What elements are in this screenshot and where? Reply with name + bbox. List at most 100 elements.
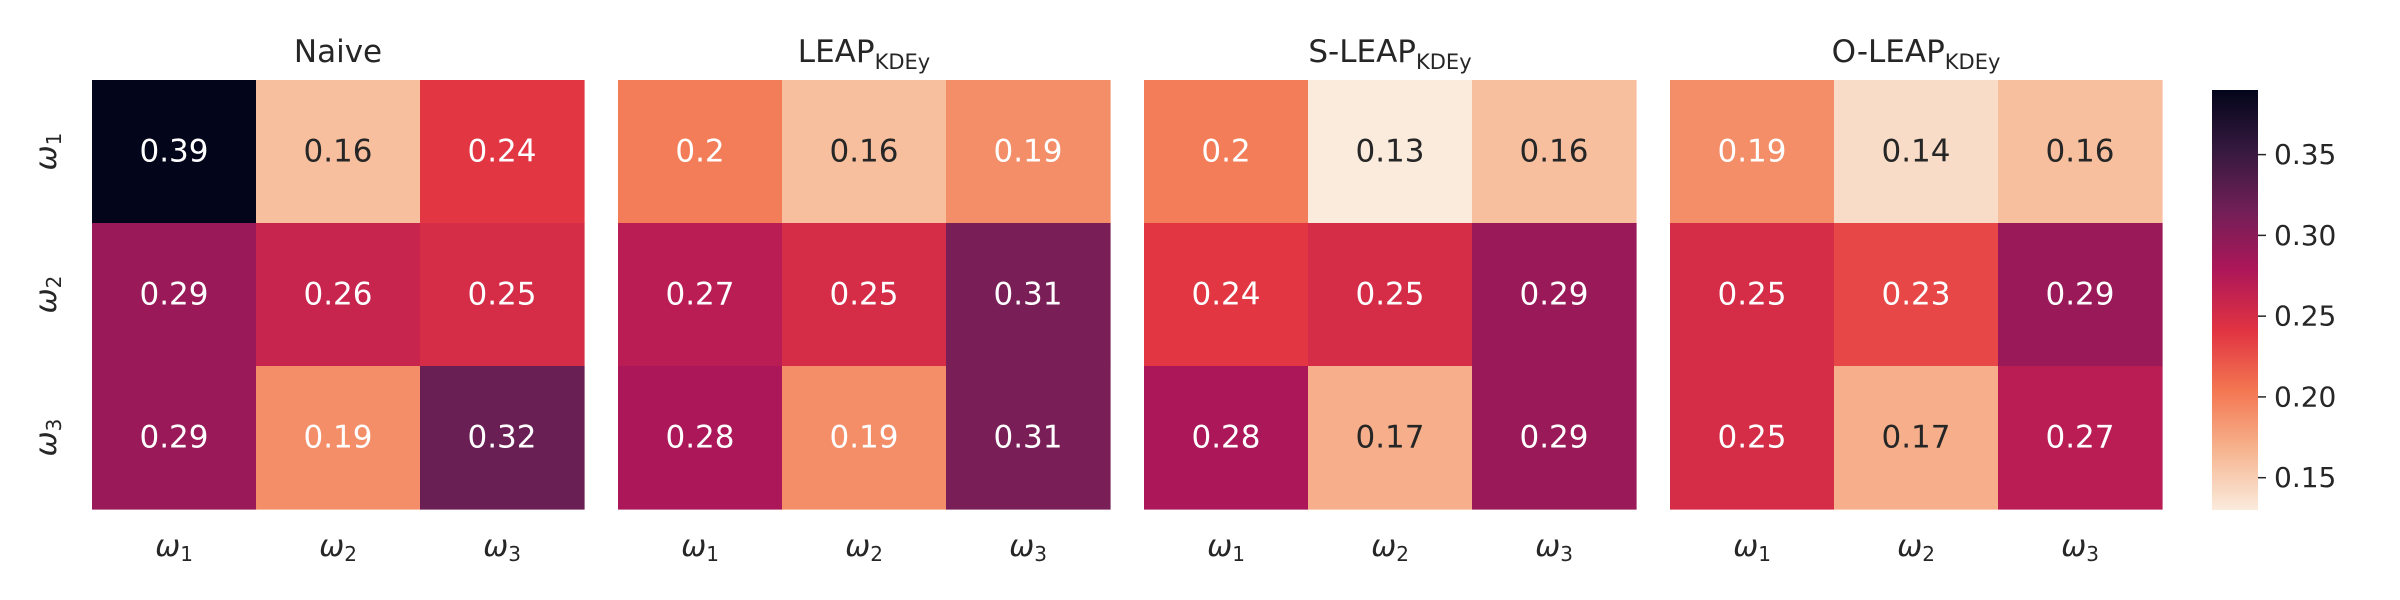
- colorbar-tick-label: 0.30: [2274, 219, 2336, 252]
- colorbar-gradient: [2212, 90, 2258, 510]
- heatmap-cell: [1472, 223, 1637, 367]
- cell-value-label: 0.14: [1881, 134, 1950, 170]
- cell-value-label: 0.24: [1191, 277, 1260, 313]
- heatmap-cell: [782, 223, 947, 367]
- heatmap-cell: [618, 223, 783, 367]
- x-tick-label-group: ω1: [1733, 529, 1771, 567]
- heatmap-cell: [1308, 80, 1473, 224]
- cell-value-label: 0.24: [467, 134, 536, 170]
- heatmap-cell: [618, 366, 783, 510]
- heatmap-cell: [618, 80, 783, 224]
- heatmap-cell: [1834, 80, 1999, 224]
- x-tick-label: ω3: [2061, 529, 2099, 567]
- panel-title: S-LEAPKDEy: [1308, 34, 1471, 74]
- cell-value-label: 0.31: [993, 420, 1062, 456]
- heatmap-panel-4: O-LEAPKDEy 0.19 0.14 0.16 0.25 0.23 0.29 0.25 0.…: [1670, 34, 2163, 566]
- x-tick-label: ω3: [483, 529, 521, 567]
- cell-value-label: 0.25: [1717, 277, 1786, 313]
- heatmap-cell: [256, 366, 421, 510]
- heatmap-panels: Naive 0.39 0.16 0.24 0.29 0.26 0.25 0.29 0.19 0.3…: [29, 34, 2163, 566]
- cell-value-label: 0.16: [303, 134, 372, 170]
- y-tick-label-group: ω2: [29, 276, 67, 314]
- cell-value-label: 0.31: [993, 277, 1062, 313]
- cell-value-label: 0.29: [1519, 420, 1588, 456]
- y-tick-label: ω3: [29, 419, 67, 457]
- cell-value-label: 0.16: [2045, 134, 2114, 170]
- heatmap-cell: [1472, 366, 1637, 510]
- x-tick-label-group: ω3: [1535, 529, 1573, 567]
- heatmap-cell: [1670, 223, 1835, 367]
- heatmap-cell: [1144, 80, 1309, 224]
- heatmap-cell: [1308, 366, 1473, 510]
- heatmap-cell: [1998, 223, 2163, 367]
- heatmap-cell: [1308, 223, 1473, 367]
- colorbar-tick-label: 0.20: [2274, 380, 2336, 413]
- heatmap-cell: [1472, 80, 1637, 224]
- x-tick-label-group: ω1: [1207, 529, 1245, 567]
- panel-title: LEAPKDEy: [798, 34, 930, 74]
- y-tick-label-group: ω3: [29, 419, 67, 457]
- heatmap-cell: [92, 223, 257, 367]
- heatmap-cell: [1834, 223, 1999, 367]
- x-tick-label-group: ω2: [845, 529, 883, 567]
- heatmap-cell: [420, 366, 585, 510]
- x-tick-label: ω3: [1009, 529, 1047, 567]
- x-tick-label: ω2: [319, 529, 357, 567]
- cell-value-label: 0.29: [1519, 277, 1588, 313]
- heatmap-cell: [420, 80, 585, 224]
- cell-value-label: 0.19: [1717, 134, 1786, 170]
- cell-value-label: 0.2: [1201, 134, 1250, 170]
- cell-value-label: 0.25: [467, 277, 536, 313]
- cell-value-label: 0.16: [829, 134, 898, 170]
- cell-value-label: 0.17: [1355, 420, 1424, 456]
- cell-value-label: 0.25: [829, 277, 898, 313]
- heatmap-cell: [420, 223, 585, 367]
- heatmap-cell: [1144, 366, 1309, 510]
- cell-value-label: 0.32: [467, 420, 536, 456]
- cell-value-label: 0.29: [139, 277, 208, 313]
- colorbar-tick-label: 0.15: [2274, 461, 2336, 494]
- cell-value-label: 0.16: [1519, 134, 1588, 170]
- heatmap-cell: [92, 80, 257, 224]
- cell-value-label: 0.25: [1355, 277, 1424, 313]
- x-tick-label-group: ω3: [483, 529, 521, 567]
- x-tick-label: ω1: [1207, 529, 1245, 567]
- x-tick-label-group: ω2: [319, 529, 357, 567]
- cell-value-label: 0.19: [993, 134, 1062, 170]
- heatmap-cell: [1670, 80, 1835, 224]
- cell-value-label: 0.19: [829, 420, 898, 456]
- heatmap-cell: [1834, 366, 1999, 510]
- heatmap-cell: [256, 80, 421, 224]
- cell-value-label: 0.19: [303, 420, 372, 456]
- cell-value-label: 0.29: [139, 420, 208, 456]
- colorbar: 0.15 0.20 0.25 0.30 0.35: [2212, 90, 2336, 510]
- cell-value-label: 0.39: [139, 134, 208, 170]
- cell-value-label: 0.26: [303, 277, 372, 313]
- panel-title-subscript: KDEy: [875, 50, 931, 74]
- panel-title-subscript: KDEy: [1416, 50, 1472, 74]
- x-tick-label: ω2: [1371, 529, 1409, 567]
- panel-title-subscript: KDEy: [1945, 50, 2001, 74]
- cell-value-label: 0.28: [665, 420, 734, 456]
- heatmap-cell: [92, 366, 257, 510]
- heatmap-cell: [782, 80, 947, 224]
- cell-value-label: 0.2: [675, 134, 724, 170]
- heatmap-cell: [256, 223, 421, 367]
- y-tick-label: ω1: [29, 133, 67, 171]
- heatmap-cell: [1998, 366, 2163, 510]
- heatmap-cell: [946, 80, 1111, 224]
- cell-value-label: 0.28: [1191, 420, 1260, 456]
- x-tick-label: ω1: [155, 529, 193, 567]
- colorbar-tick-label: 0.35: [2274, 138, 2336, 171]
- heatmap-panel-1: Naive 0.39 0.16 0.24 0.29 0.26 0.25 0.29 0.19 0.3…: [92, 34, 585, 566]
- cell-value-label: 0.27: [2045, 420, 2114, 456]
- cell-value-label: 0.13: [1355, 134, 1424, 170]
- heatmap-cell: [1998, 80, 2163, 224]
- heatmap-cell: [1144, 223, 1309, 367]
- x-tick-label-group: ω1: [681, 529, 719, 567]
- heatmap-cell: [946, 223, 1111, 367]
- x-tick-label: ω2: [845, 529, 883, 567]
- x-tick-label: ω3: [1535, 529, 1573, 567]
